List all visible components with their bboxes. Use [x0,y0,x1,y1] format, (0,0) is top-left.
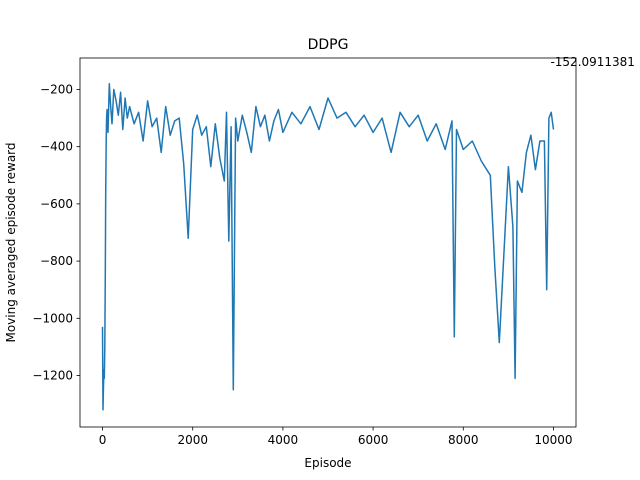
y-tick-label: −1200 [32,369,73,383]
x-tick-label: 0 [99,433,107,447]
x-tick-label: 8000 [448,433,479,447]
y-axis-label: Moving averaged episode reward [4,142,18,342]
x-tick-label: 4000 [268,433,299,447]
plot-area: 0 2000 4000 6000 8000 10000 −1200 −1000 −800 −600… [32,57,577,447]
axes-frame [79,57,577,428]
x-tick-label: 10000 [534,433,572,447]
y-tick-label: −600 [40,197,73,211]
final-value-annotation: -152.0911381 [550,55,635,69]
x-axis-label: Episode [304,456,351,470]
y-tick-label: −800 [40,254,73,268]
y-tick-label: −200 [40,82,73,96]
chart-title: DDPG [308,37,349,53]
series-line-0 [101,82,555,411]
y-tick-label: −1000 [32,311,73,325]
x-tick-label: 2000 [177,433,208,447]
y-tick-label: −400 [40,140,73,154]
x-tick-label: 6000 [358,433,389,447]
